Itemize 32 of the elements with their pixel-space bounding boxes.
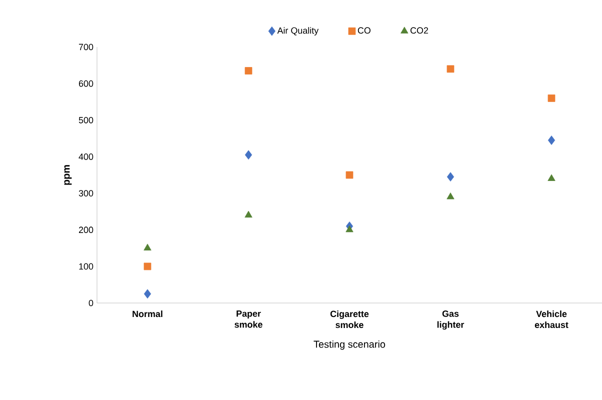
point xyxy=(548,174,556,181)
y-tick-label: 100 xyxy=(79,263,94,270)
y-tick-label: 500 xyxy=(78,116,94,124)
x-tick-label: Cigarette smoke xyxy=(330,310,369,328)
point xyxy=(144,244,152,250)
y-tick-label: 700 xyxy=(78,44,94,50)
point xyxy=(548,94,556,102)
point xyxy=(446,65,454,73)
x-tick-label: Gas lighter xyxy=(437,310,464,330)
y-tick-label: 0 xyxy=(88,300,94,306)
point xyxy=(144,262,152,270)
point xyxy=(446,172,454,182)
point xyxy=(144,289,152,299)
x-axis-title: Testing scenario xyxy=(314,340,386,350)
y-tick-label: 200 xyxy=(78,226,94,234)
y-tick-label: 300 xyxy=(78,190,94,196)
point xyxy=(446,192,454,200)
legend-label: CO xyxy=(358,27,370,34)
point xyxy=(346,225,354,232)
legend-label: CO2 xyxy=(410,27,428,34)
y-tick-label: 400 xyxy=(78,154,94,160)
point xyxy=(548,136,556,145)
point xyxy=(244,150,252,160)
legend-label: Air Quality xyxy=(277,27,319,36)
x-tick-label: Paper smoke xyxy=(234,310,262,328)
point xyxy=(244,67,252,74)
x-tick-label: Normal xyxy=(132,310,162,318)
point xyxy=(244,210,252,218)
y-tick-label: 600 xyxy=(78,80,94,87)
x-tick-label: Vehicle exhaust xyxy=(534,310,568,328)
point xyxy=(346,171,354,179)
y-axis-title: ppm xyxy=(64,165,72,185)
